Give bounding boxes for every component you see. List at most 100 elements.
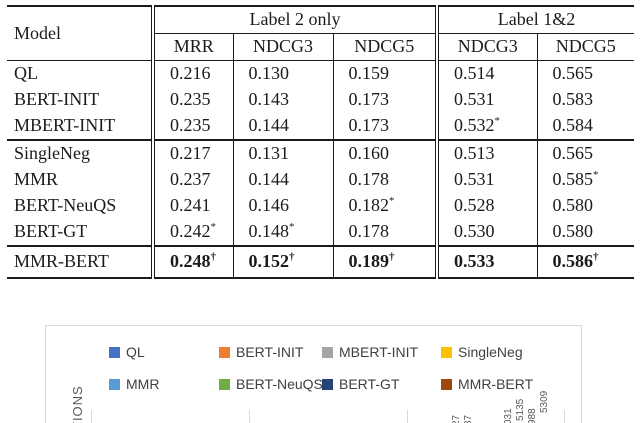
metric-value: 0.565 — [536, 139, 635, 167]
table-row-mmr: MMR 0.237 0.144 0.178 0.531 0.585* — [7, 167, 635, 193]
metric-value: 0.173 — [332, 87, 438, 113]
legend-item-mmr: MMR — [109, 376, 159, 392]
metric-value: 0.178 — [332, 219, 438, 246]
model-name: BERT-INIT — [14, 89, 100, 110]
metric-value: 0.173 — [332, 113, 438, 140]
asterisk-marker: * — [389, 195, 395, 208]
legend-swatch-ql — [109, 346, 120, 358]
metric-value: 0.514 — [435, 60, 538, 87]
chart-panel: QL BERT-INIT MBERT-INIT SingleNeg MMR BERT-Ne… — [45, 325, 582, 423]
metric-value: 0.146 — [232, 193, 333, 219]
legend-swatch-mbert-init — [322, 346, 333, 358]
legend-swatch-mmr-bert — [441, 378, 452, 390]
legend-label: MBERT-INIT — [339, 344, 419, 360]
asterisk-marker: * — [289, 221, 295, 234]
table-row-bert-init: BERT-INIT 0.235 0.143 0.173 0.531 0.583 — [7, 87, 635, 113]
metric-value: 0.148* — [232, 219, 333, 246]
legend-item-singleneg: SingleNeg — [441, 344, 523, 360]
bar-value-label: 37 — [463, 414, 474, 423]
metric-value: 0.159 — [332, 60, 438, 87]
bar-value-label: 988 — [527, 408, 538, 423]
table-row-bert-gt: BERT-GT 0.242* 0.148* 0.178 0.530 0.580 — [7, 219, 635, 246]
bar-value-label: 27 — [451, 414, 462, 423]
metric-value: 0.565 — [536, 60, 635, 87]
legend-swatch-bert-gt — [322, 378, 333, 390]
table-row-singleneg: SingleNeg 0.217 0.131 0.160 0.513 0.565 — [7, 139, 635, 167]
metric-value: 0.178 — [332, 167, 438, 193]
metric-value: 0.131 — [232, 139, 333, 167]
dagger-marker: † — [210, 251, 217, 264]
model-name: QL — [14, 63, 38, 84]
dagger-marker: † — [389, 251, 395, 264]
asterisk-marker: * — [494, 115, 501, 128]
chart-y-axis-label: TIONS — [70, 385, 85, 423]
metric-value: 0.531 — [435, 167, 538, 193]
legend-item-bert-gt: BERT-GT — [322, 376, 399, 392]
metric-value: 0.235 — [151, 87, 233, 113]
legend-item-bert-init: BERT-INIT — [219, 344, 303, 360]
col-header-ndcg5-g2: NDCG5 — [536, 33, 635, 61]
col-header-ndcg3-g2: NDCG3 — [435, 33, 538, 61]
model-name: BERT-GT — [14, 221, 88, 242]
legend-label: BERT-NeuQS — [236, 376, 323, 392]
legend-swatch-bert-neuqs — [219, 378, 230, 390]
model-name: SingleNeg — [7, 139, 153, 167]
metric-value: 0.160 — [332, 139, 438, 167]
legend-item-ql: QL — [109, 344, 145, 360]
model-name: MMR — [14, 169, 59, 190]
model-name: MMR-BERT — [7, 245, 153, 278]
metric-value: 0.237 — [151, 167, 233, 193]
table-row-mbert-init: MBERT-INIT 0.235 0.144 0.173 0.532* 0.584 — [7, 113, 635, 140]
legend-label: MMR-BERT — [458, 376, 534, 392]
metric-value: 0.130 — [232, 60, 333, 87]
col-header-mrr-g1: MRR — [151, 33, 233, 61]
legend-swatch-bert-init — [219, 346, 230, 358]
metric-value: 0.513 — [435, 139, 538, 167]
results-table: Model Label 2 only Label 1&2 MRR NDCG3 NDC… — [7, 5, 635, 279]
metric-value: 0.584 — [536, 113, 635, 140]
metric-value: 0.144 — [232, 167, 333, 193]
metric-value: 0.241 — [151, 193, 233, 219]
legend-swatch-singleneg — [441, 346, 452, 358]
table-row-bert-neuqs: BERT-NeuQS 0.241 0.146 0.182* 0.528 0.580 — [7, 193, 635, 219]
metric-value: 0.528 — [435, 193, 538, 219]
vertical-gridline — [407, 410, 408, 423]
vertical-gridline — [91, 410, 92, 423]
metric-value: 0.531 — [435, 87, 538, 113]
metric-value: 0.235 — [151, 113, 233, 140]
metric-value: 0.530 — [435, 219, 538, 246]
table-row-mmr-bert: MMR-BERT 0.248† 0.152† 0.189† 0.533 0.586† — [7, 245, 635, 278]
metric-value: 0.152† — [232, 245, 333, 278]
metric-value: 0.583 — [536, 87, 635, 113]
legend-swatch-mmr — [109, 378, 120, 390]
metric-value: 0.532* — [435, 113, 538, 140]
dagger-marker: † — [289, 251, 295, 264]
group-header-label1and2: Label 1&2 — [435, 6, 635, 34]
metric-value: 0.182* — [332, 193, 438, 219]
table-row-ql: QL 0.216 0.130 0.159 0.514 0.565 — [7, 60, 635, 87]
legend-label: BERT-INIT — [236, 344, 304, 360]
metric-value: 0.144 — [232, 113, 333, 140]
bar-value-label: 031 — [503, 408, 514, 423]
metric-value: 0.248† — [151, 245, 233, 278]
bar-value-label: 5309 — [539, 390, 550, 413]
vertical-gridline — [249, 410, 250, 423]
vertical-gridline — [564, 410, 565, 423]
metric-value: 0.189† — [332, 245, 438, 278]
asterisk-marker: * — [593, 169, 599, 182]
legend-label: SingleNeg — [458, 344, 523, 360]
col-header-model: Model — [7, 6, 153, 61]
col-header-ndcg5-g1: NDCG5 — [332, 33, 438, 61]
metric-value: 0.242* — [151, 219, 233, 246]
metric-value: 0.585* — [536, 167, 635, 193]
metric-value: 0.533 — [435, 245, 538, 278]
legend-label: BERT-GT — [339, 376, 400, 392]
legend-label: QL — [126, 344, 145, 360]
group-header-label2only: Label 2 only — [150, 6, 438, 34]
metric-value: 0.216 — [151, 60, 233, 87]
metric-value: 0.143 — [232, 87, 333, 113]
metric-value: 0.586† — [536, 245, 635, 278]
metric-value: 0.580 — [536, 219, 635, 246]
model-name: MBERT-INIT — [14, 115, 116, 136]
dagger-marker: † — [593, 251, 599, 264]
